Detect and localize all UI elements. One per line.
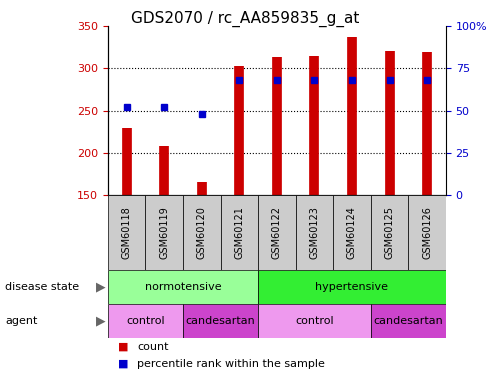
Bar <box>220 195 258 270</box>
Text: GDS2070 / rc_AA859835_g_at: GDS2070 / rc_AA859835_g_at <box>131 11 359 27</box>
Bar <box>258 304 371 338</box>
Text: GSM60125: GSM60125 <box>385 206 394 259</box>
Text: normotensive: normotensive <box>145 282 221 292</box>
Text: GSM60123: GSM60123 <box>309 206 319 259</box>
Bar <box>258 270 446 304</box>
Text: GSM60126: GSM60126 <box>422 206 432 259</box>
Text: control: control <box>126 316 165 326</box>
Bar <box>108 270 258 304</box>
Bar <box>333 195 371 270</box>
Text: candesartan: candesartan <box>186 316 255 326</box>
Bar <box>183 304 258 338</box>
Bar <box>108 304 183 338</box>
Text: percentile rank within the sample: percentile rank within the sample <box>137 359 325 369</box>
Bar <box>108 195 146 270</box>
Bar <box>183 195 220 270</box>
Text: candesartan: candesartan <box>373 316 443 326</box>
Text: ■: ■ <box>118 359 128 369</box>
Text: GSM60122: GSM60122 <box>272 206 282 259</box>
Text: GSM60120: GSM60120 <box>196 206 207 259</box>
Text: hypertensive: hypertensive <box>316 282 389 292</box>
Bar <box>371 195 408 270</box>
Text: GSM60119: GSM60119 <box>159 206 169 259</box>
Bar <box>258 195 295 270</box>
Bar <box>295 195 333 270</box>
Bar <box>371 304 446 338</box>
Text: agent: agent <box>5 316 37 326</box>
Text: GSM60118: GSM60118 <box>122 206 132 259</box>
Bar <box>408 195 446 270</box>
Text: count: count <box>137 342 169 352</box>
Text: GSM60121: GSM60121 <box>234 206 245 259</box>
Text: ■: ■ <box>118 342 128 352</box>
Text: disease state: disease state <box>5 282 79 292</box>
Text: GSM60124: GSM60124 <box>347 206 357 259</box>
Text: control: control <box>295 316 334 326</box>
Bar <box>146 195 183 270</box>
Text: ▶: ▶ <box>96 280 105 293</box>
Text: ▶: ▶ <box>96 314 105 327</box>
